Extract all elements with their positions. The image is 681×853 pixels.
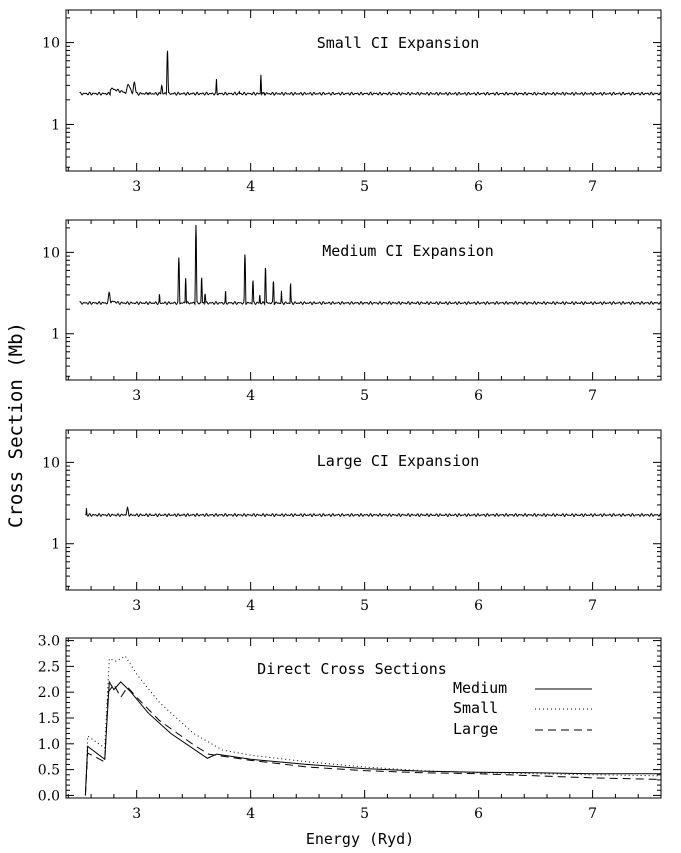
x-tick-label: 3 [132,388,141,404]
x-tick-label: 6 [474,179,483,195]
x-tick-label: 5 [360,179,369,195]
x-tick-label: 6 [474,806,483,822]
y-axis-label-text: Cross Section (Mb) [5,322,27,528]
panel-large-ci: Large CI Expansion 3 4 5 6 7 1 10 [42,429,662,614]
series-line-medium [84,680,661,796]
y-tick-label: 10 [42,36,60,52]
x-tick-label: 7 [588,179,597,195]
y-axis-label: Cross Section (Mb) [5,322,27,528]
y-tick-label: 3.0 [38,634,60,650]
y-tick-label: 1.5 [38,711,60,727]
x-tick-label: 3 [132,179,141,195]
y-tick-label: 1 [51,327,60,343]
y-tick-label: 0.0 [38,788,60,804]
series-line-small [79,50,662,97]
y-tick-label: 2.0 [38,685,60,701]
legend-label-large: Large [453,720,498,738]
x-tick-label: 7 [588,598,597,614]
x-tick-label: 6 [474,388,483,404]
legend-label-small: Small [453,699,498,717]
x-tick-label: 7 [588,388,597,404]
y-tick-label: 0.5 [38,763,60,779]
x-axis-label: Energy (Ryd) [306,830,414,848]
legend-label-medium: Medium [453,679,507,697]
x-tick-label: 5 [360,806,369,822]
panel-title-large: Large CI Expansion [317,452,480,470]
x-tick-label: 5 [360,388,369,404]
panel-small-ci: Small CI Expansion 3 4 5 6 7 1 10 [42,9,662,195]
y-tick-label: 1 [51,537,60,553]
y-tick-label: 1 [51,117,60,133]
panel-medium-ci: Medium CI Expansion 3 4 5 6 7 1 10 [42,219,662,404]
x-tick-label: 6 [474,598,483,614]
x-tick-label: 4 [246,598,255,614]
plot-frame [65,219,662,381]
plot-frame [65,9,662,172]
plot-frame [65,429,662,591]
legend: Medium Small Large [453,679,592,738]
x-tick-label: 4 [246,179,255,195]
x-tick-label: 3 [132,598,141,614]
y-tick-label: 10 [42,455,60,471]
panel-direct-cross-sections: Direct Cross Sections Medium Small Large… [38,634,662,822]
x-tick-label: 7 [588,806,597,822]
x-tick-label: 5 [360,598,369,614]
panel-title-direct: Direct Cross Sections [257,660,447,678]
y-tick-label: 10 [42,245,60,261]
x-tick-label: 4 [246,388,255,404]
y-tick-label: 2.5 [38,659,60,675]
series-line-medium [79,224,662,306]
series-line-large [84,683,662,796]
x-tick-label: 3 [132,806,141,822]
series-line-large [85,506,661,518]
panel-title-medium: Medium CI Expansion [322,242,494,260]
panel-title-small: Small CI Expansion [317,34,480,52]
y-tick-label: 1.0 [38,737,60,753]
x-tick-label: 4 [246,806,255,822]
